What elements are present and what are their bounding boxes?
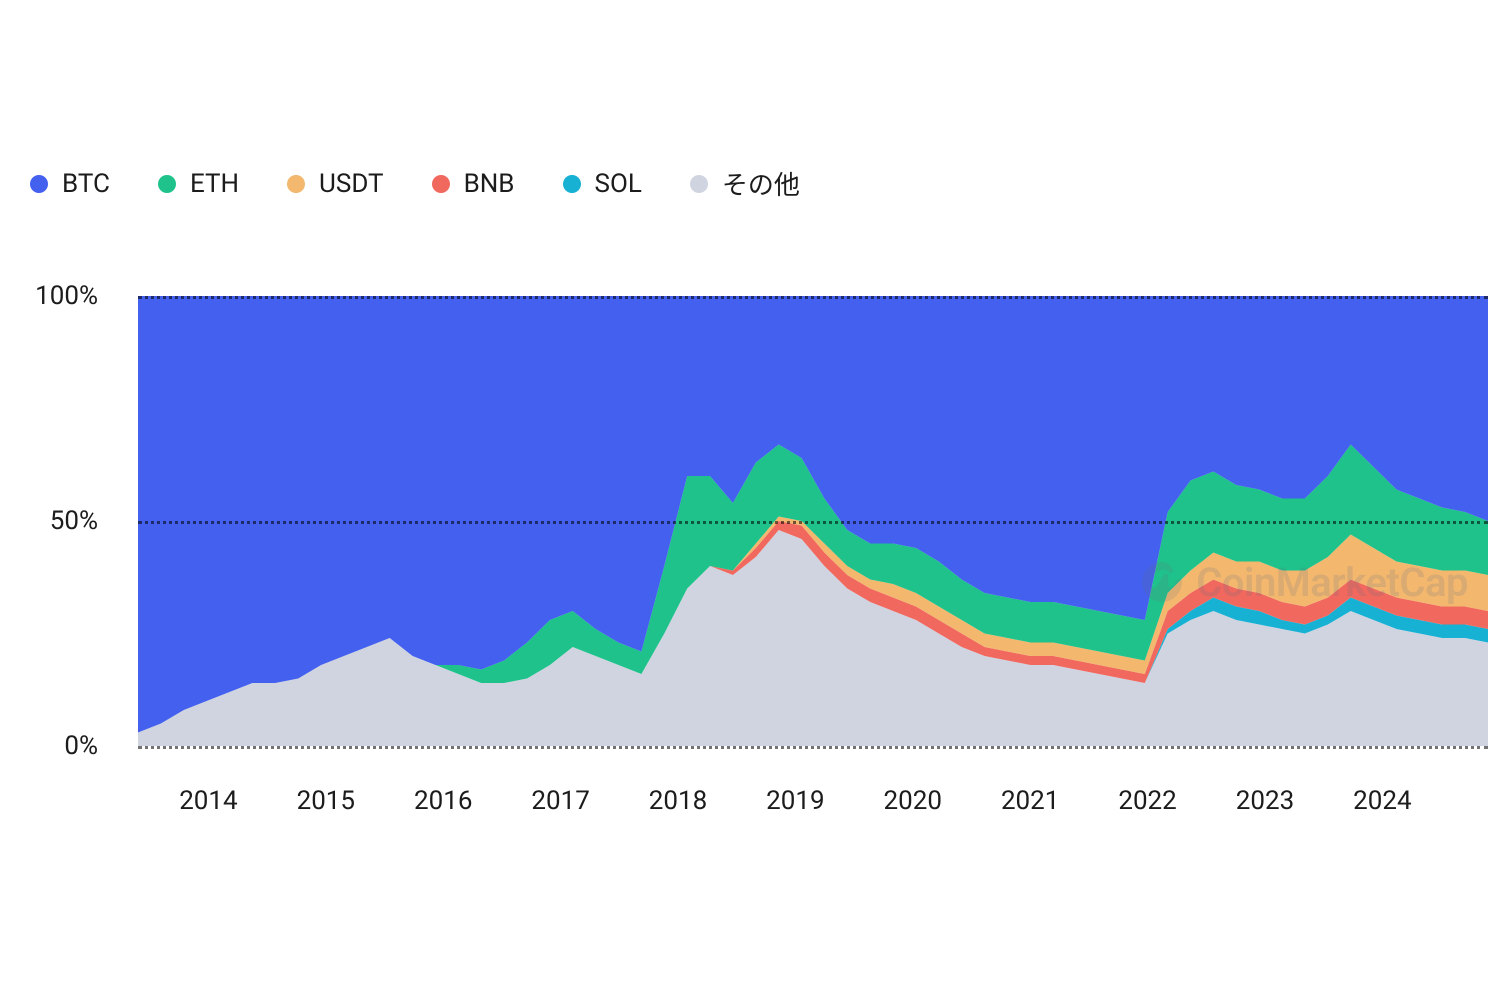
- legend-dot-btc: [30, 175, 48, 193]
- legend-dot-other: [690, 175, 708, 193]
- legend-dot-eth: [158, 175, 176, 193]
- x-tick-label: 2019: [766, 786, 824, 816]
- legend-item-usdt[interactable]: USDT: [287, 169, 384, 199]
- x-tick-label: 2020: [884, 786, 942, 816]
- y-tick-label: 0%: [18, 731, 98, 761]
- y-tick-label: 100%: [18, 281, 98, 311]
- x-tick-label: 2017: [531, 786, 589, 816]
- grid-line: [138, 296, 1488, 299]
- legend-label-bnb: BNB: [464, 169, 515, 199]
- watermark-icon: [1138, 558, 1186, 606]
- legend-item-eth[interactable]: ETH: [158, 169, 239, 199]
- watermark: CoinMarketCap: [1138, 558, 1468, 606]
- legend-dot-usdt: [287, 175, 305, 193]
- x-tick-label: 2021: [1001, 786, 1059, 816]
- legend-label-eth: ETH: [190, 169, 239, 199]
- x-tick-label: 2023: [1236, 786, 1294, 816]
- legend-dot-bnb: [432, 175, 450, 193]
- legend-item-sol[interactable]: SOL: [563, 169, 642, 199]
- plot-area: CoinMarketCap: [138, 296, 1488, 746]
- x-tick-label: 2014: [179, 786, 237, 816]
- x-tick-label: 2024: [1353, 786, 1411, 816]
- legend-label-other: その他: [722, 165, 800, 202]
- grid-line: [138, 746, 1488, 749]
- x-tick-label: 2016: [414, 786, 472, 816]
- x-tick-label: 2022: [1118, 786, 1176, 816]
- legend-label-sol: SOL: [595, 169, 642, 199]
- legend-label-btc: BTC: [62, 169, 110, 199]
- x-tick-label: 2015: [297, 786, 355, 816]
- legend-label-usdt: USDT: [319, 169, 384, 199]
- legend-dot-sol: [563, 175, 581, 193]
- legend-item-bnb[interactable]: BNB: [432, 169, 515, 199]
- y-tick-label: 50%: [18, 506, 98, 536]
- watermark-text: CoinMarketCap: [1196, 559, 1468, 606]
- legend-item-btc[interactable]: BTC: [30, 169, 110, 199]
- grid-line: [138, 521, 1488, 524]
- chart-legend: BTC ETH USDT BNB SOL その他: [30, 165, 800, 202]
- x-tick-label: 2018: [649, 786, 707, 816]
- legend-item-other[interactable]: その他: [690, 165, 800, 202]
- dominance-chart: 0%50%100% CoinMarketCap 2014201520162017…: [18, 296, 1488, 776]
